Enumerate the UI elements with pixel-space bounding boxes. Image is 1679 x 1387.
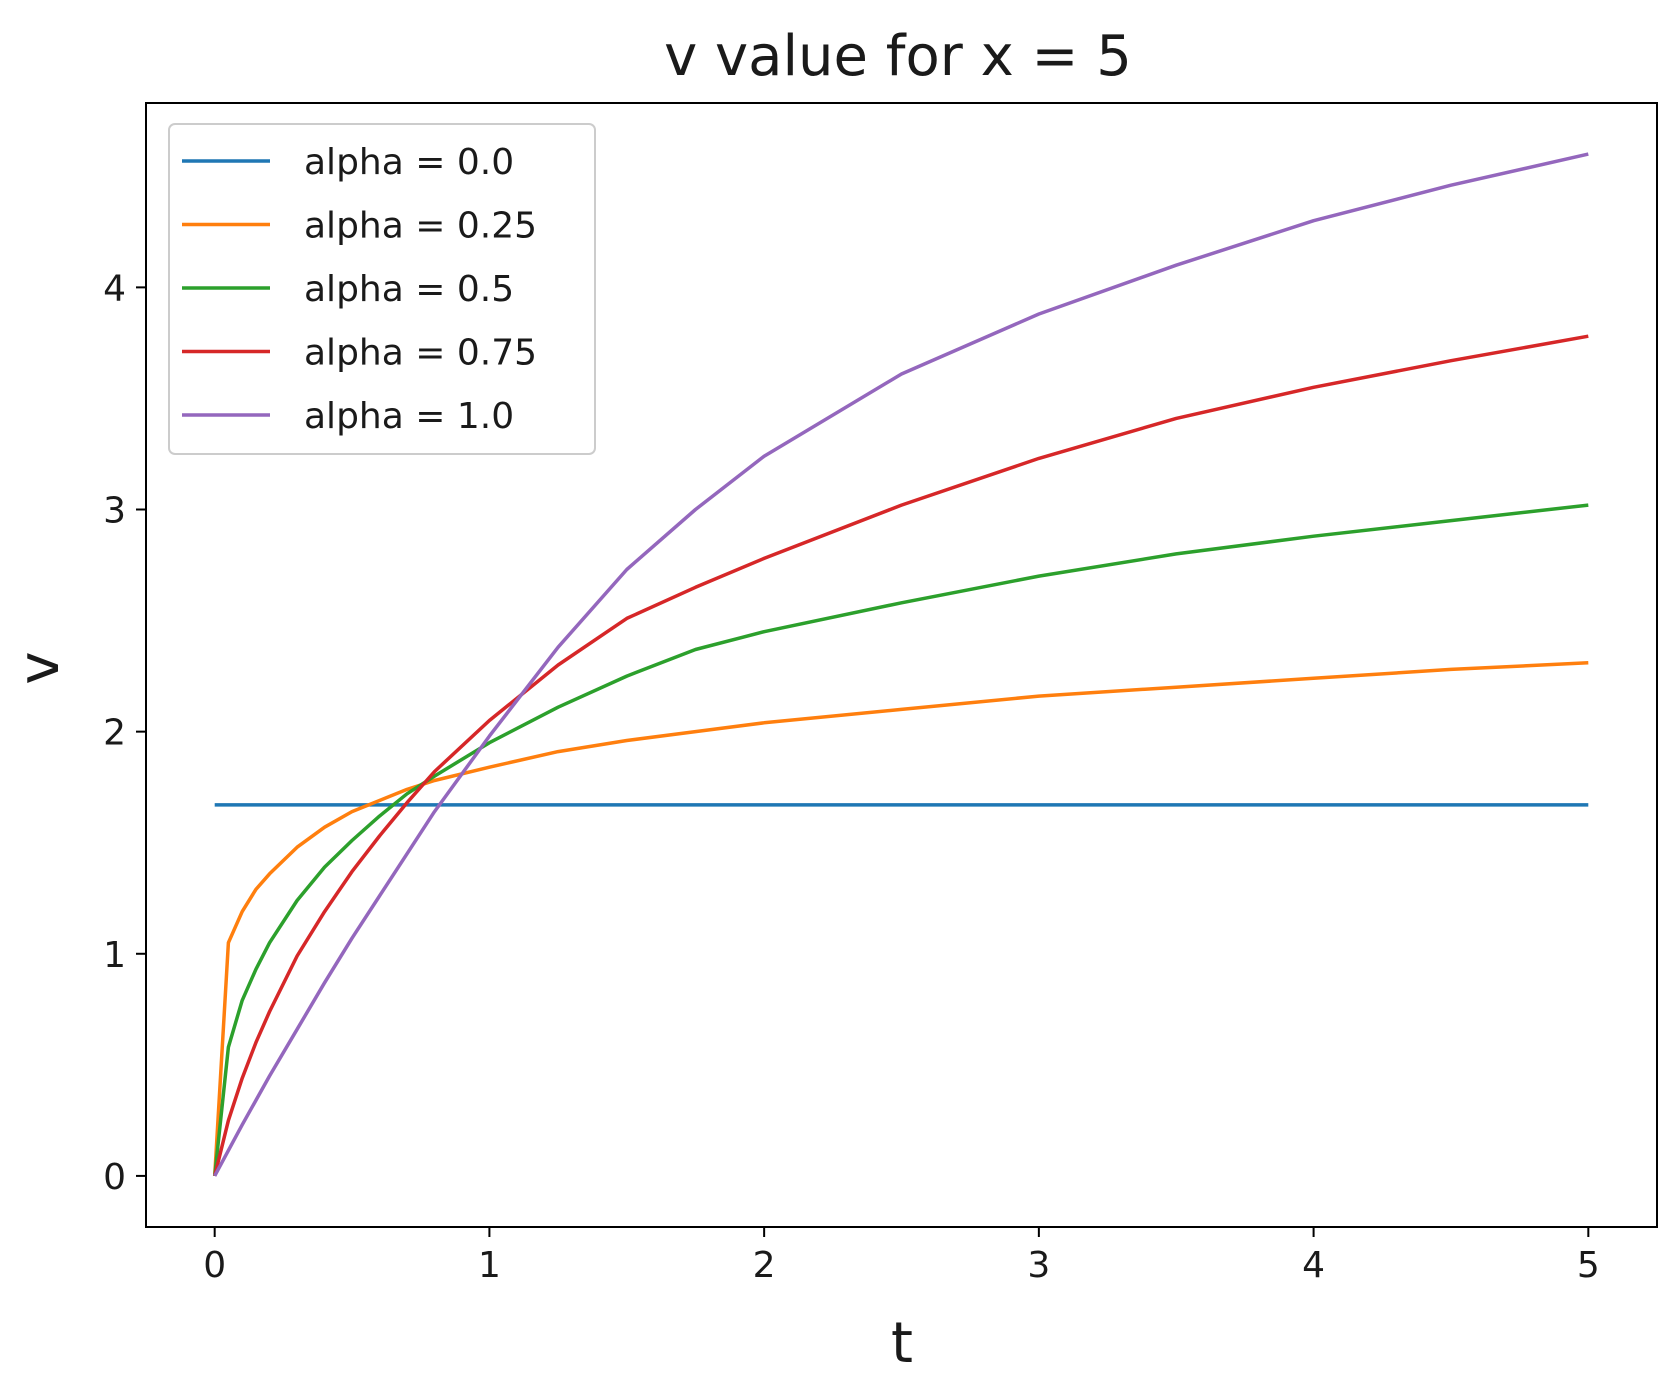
legend-box [168, 123, 596, 455]
x-axis-ticks: 0 1 2 3 4 5 [203, 1227, 1600, 1286]
legend-label: alpha = 0.75 [304, 333, 537, 374]
legend-label: alpha = 0.0 [304, 142, 514, 183]
x-tick-label: 3 [1027, 1245, 1050, 1286]
y-tick-label: 3 [103, 491, 126, 532]
x-axis-label: t [891, 1311, 913, 1376]
legend-label: alpha = 0.5 [304, 269, 514, 310]
series-line-2 [212, 503, 1589, 1177]
series-line-3 [213, 334, 1589, 1177]
y-tick-label: 4 [103, 268, 126, 309]
legend: alpha = 0.0 alpha = 0.25 alpha = 0.5 alpha … [168, 123, 596, 455]
x-tick-label: 0 [203, 1245, 226, 1286]
y-tick-label: 0 [103, 1157, 126, 1198]
legend-label: alpha = 0.25 [304, 206, 537, 247]
y-axis-label: v [7, 651, 72, 684]
x-tick-label: 2 [753, 1245, 776, 1286]
legend-label: alpha = 1.0 [304, 396, 514, 437]
x-tick-label: 5 [1577, 1245, 1600, 1286]
x-tick-label: 1 [478, 1245, 501, 1286]
series-line-4 [213, 152, 1589, 1177]
y-tick-label: 1 [103, 935, 126, 976]
y-axis-ticks: 0 1 2 3 4 [103, 268, 146, 1198]
x-tick-label: 4 [1302, 1245, 1325, 1286]
chart-title: v value for x = 5 [664, 24, 1132, 89]
series-layer [212, 152, 1589, 1177]
y-tick-label: 2 [103, 713, 126, 754]
plot-frame [145, 102, 1658, 1228]
